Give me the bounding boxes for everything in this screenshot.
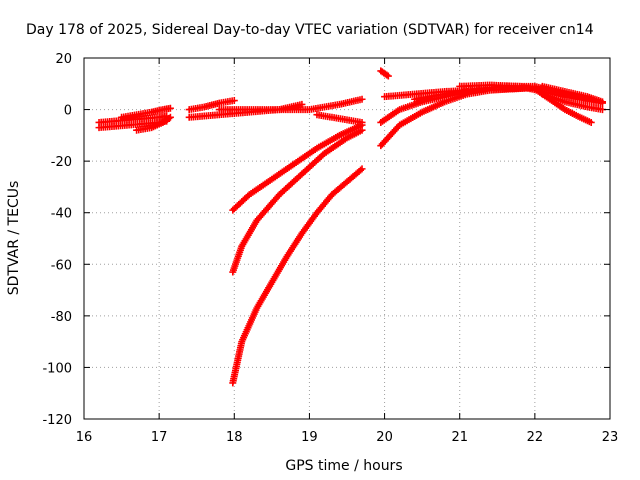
data-point: [298, 100, 306, 108]
data-point: [166, 104, 174, 112]
y-tick-label: -120: [42, 413, 72, 428]
x-tick-label: 21: [451, 430, 468, 445]
data-point: [166, 113, 174, 121]
data-point: [358, 165, 366, 173]
x-tick-label: 20: [376, 430, 393, 445]
y-tick-label: -60: [51, 258, 72, 273]
data-point: [587, 118, 595, 126]
data-point: [358, 126, 366, 134]
series-track-8: [313, 111, 366, 126]
data-point: [357, 166, 365, 174]
series-track-11: [229, 165, 366, 387]
y-tick-label: -40: [51, 207, 72, 222]
x-tick-label: 19: [301, 430, 318, 445]
y-tick-label: -20: [51, 155, 72, 170]
series-track-10: [229, 126, 366, 276]
series-track-18: [538, 82, 606, 106]
x-tick-label: 18: [226, 430, 243, 445]
y-tick-label: 20: [55, 52, 72, 67]
series-track-3: [118, 104, 174, 121]
x-tick-label: 17: [151, 430, 168, 445]
x-tick-label: 22: [527, 430, 544, 445]
data-points: [95, 67, 606, 387]
data-point: [358, 95, 366, 103]
series-track-7: [215, 95, 366, 114]
data-point: [598, 98, 606, 106]
data-point: [384, 72, 392, 80]
series-track-20: [538, 90, 606, 114]
chart-title: Day 178 of 2025, Sidereal Day-to-day VTE…: [26, 22, 594, 38]
y-tick-label: 0: [64, 104, 72, 119]
x-axis-label: GPS time / hours: [285, 458, 402, 474]
series-track-9: [229, 121, 366, 214]
x-tick-label: 23: [602, 430, 619, 445]
series-track-4: [133, 113, 174, 134]
data-point: [383, 71, 391, 79]
data-point: [165, 114, 173, 122]
x-tick-label: 16: [76, 430, 93, 445]
series-track-5: [185, 97, 238, 114]
y-tick-label: -100: [42, 361, 72, 376]
axis-ticks: 16 17 18 19 20 21 22 23 20 0 -20 -40 -60 -80 -100 -120: [42, 52, 618, 445]
y-tick-label: -80: [51, 310, 72, 325]
y-axis-label: SDTVAR / TECUs: [6, 181, 22, 296]
plot-frame: [83, 57, 611, 420]
series-track-12: [377, 67, 392, 80]
data-point: [230, 97, 238, 105]
